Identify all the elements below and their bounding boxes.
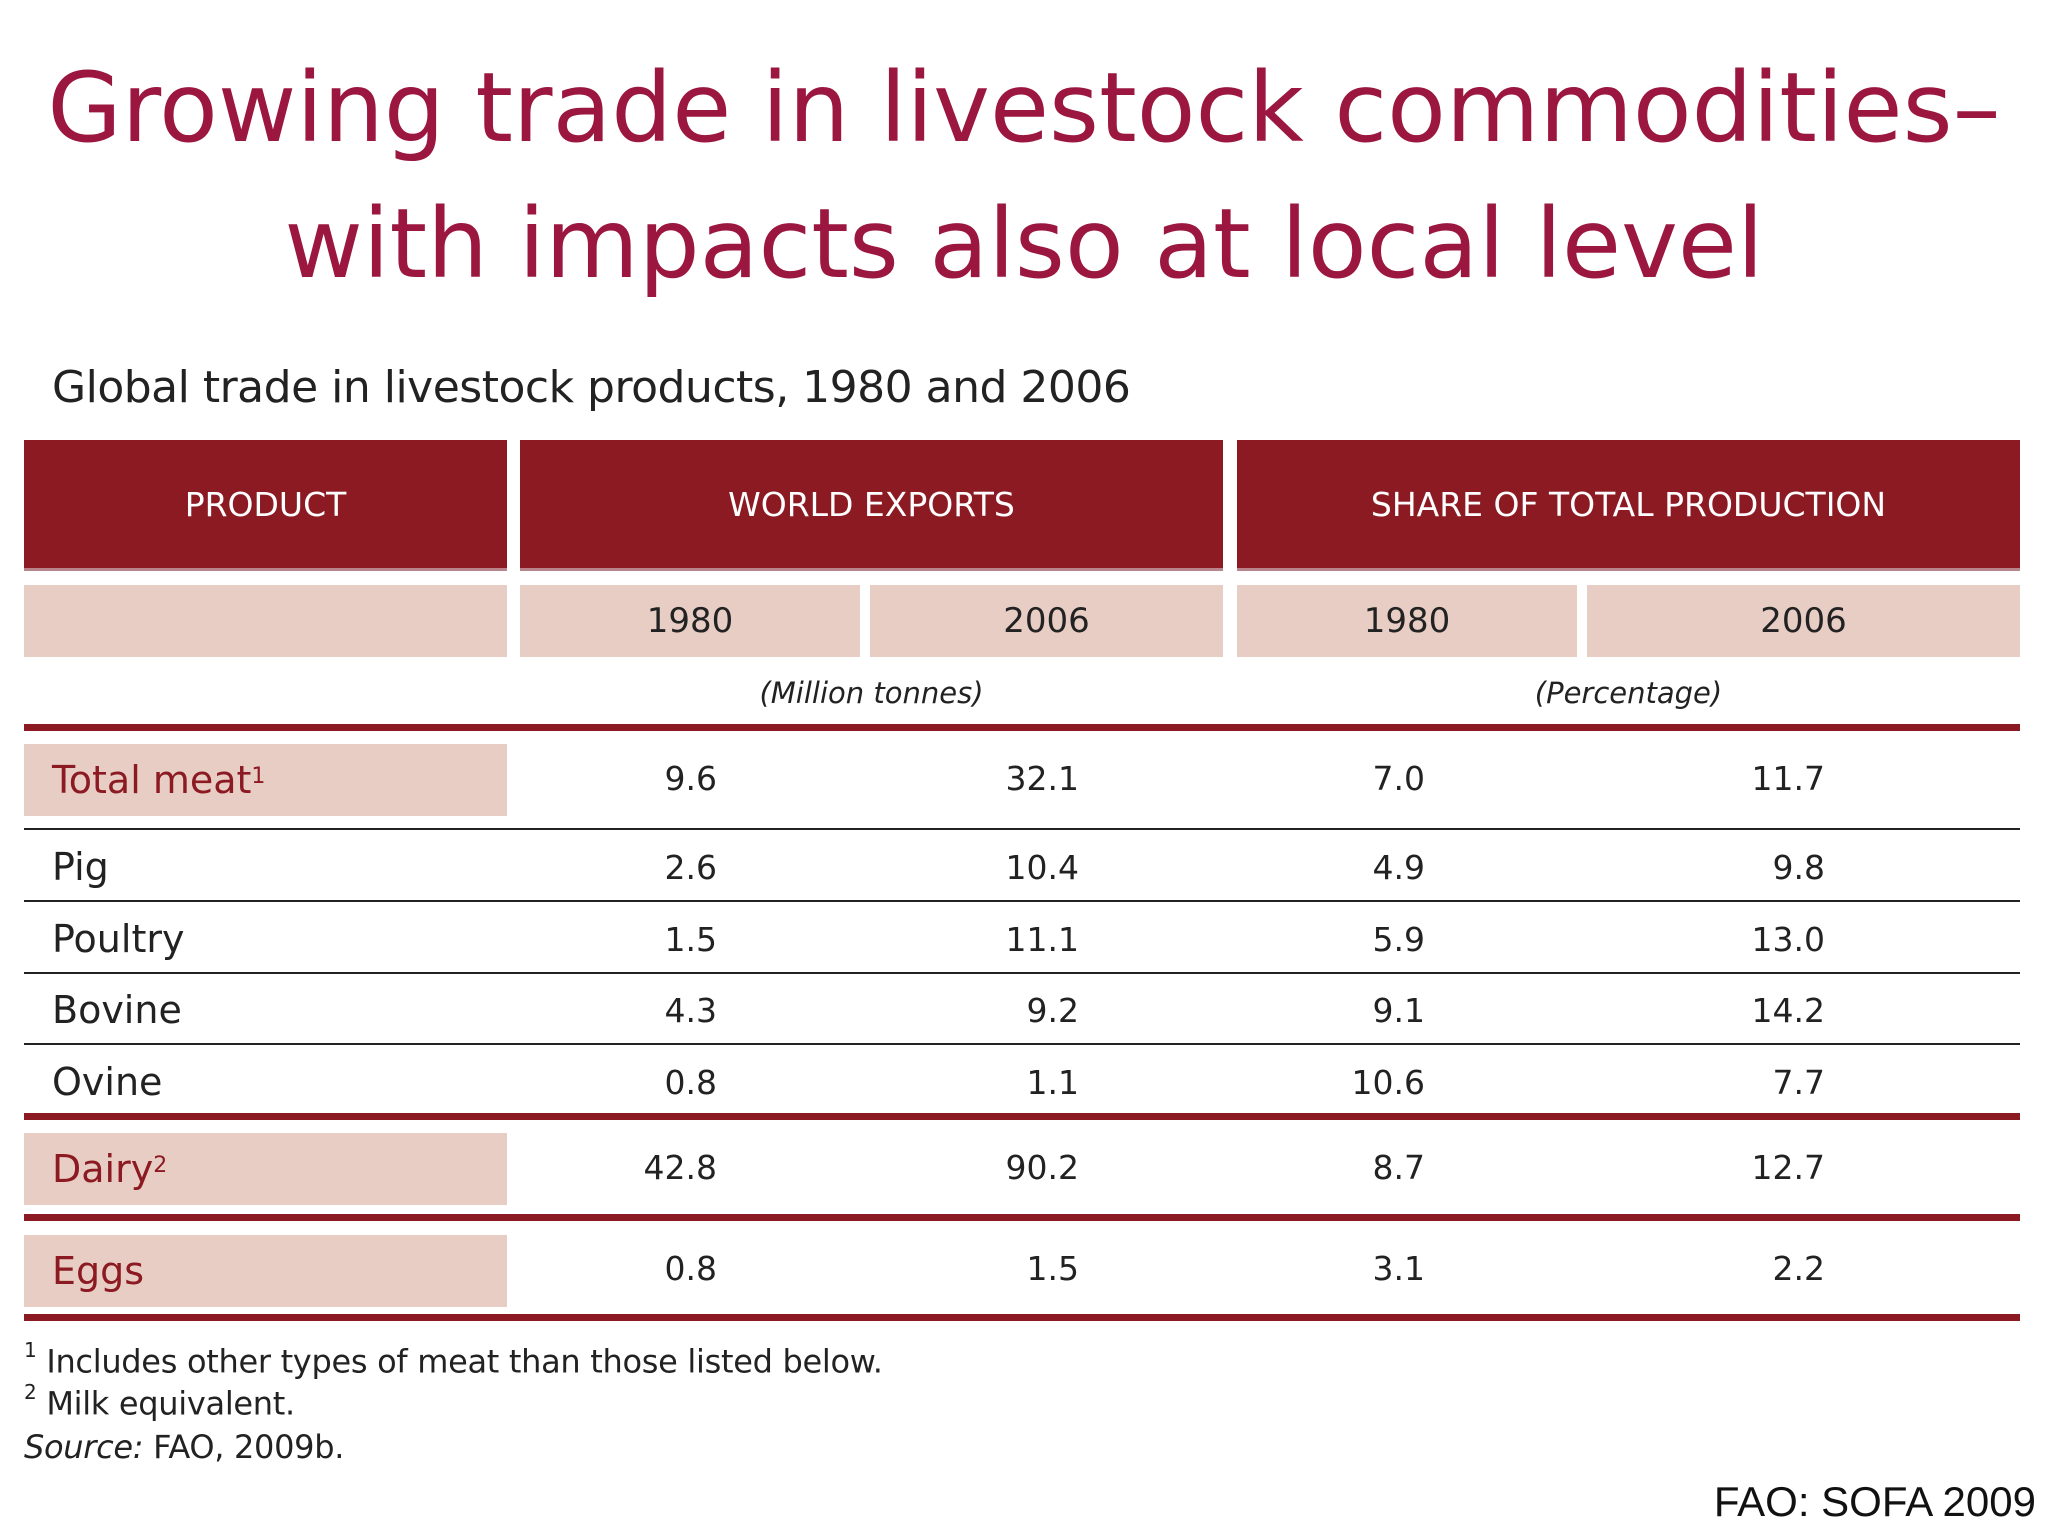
rule-bottom [24, 1314, 2020, 1321]
rule-before-eggs [24, 1214, 2020, 1221]
row-label-bovine: Bovine [52, 988, 182, 1032]
header-world-exports: WORLD EXPORTS [520, 440, 1223, 571]
row-label-pig: Pig [52, 845, 109, 889]
table-title: Global trade in livestock products, 1980… [52, 362, 1131, 413]
year-share-1980: 1980 [1237, 585, 1577, 657]
rule-after-total-meat [24, 828, 2020, 830]
rule-top [24, 724, 2020, 731]
table-cell: 9.8 [1772, 848, 1825, 887]
table-cell: 8.7 [1372, 1148, 1425, 1187]
table-cell: 3.1 [1372, 1249, 1425, 1288]
slide-title-line2: with impacts also at local level [284, 188, 1764, 300]
year-exports-2006: 2006 [870, 585, 1223, 657]
subheader-empty [24, 585, 507, 657]
table-cell: 4.3 [664, 991, 717, 1030]
rule-after-poultry [24, 972, 2020, 974]
footnote-2-text: Milk equivalent. [46, 1384, 295, 1423]
table-cell: 42.8 [643, 1148, 717, 1187]
table-cell: 12.7 [1751, 1148, 1825, 1187]
footnote-2: 2 Milk equivalent. [24, 1380, 295, 1423]
year-share-2006: 2006 [1587, 585, 2020, 657]
table-cell: 11.1 [1005, 920, 1079, 959]
footnote-mark: 2 [153, 1152, 168, 1178]
year-exports-1980: 1980 [520, 585, 860, 657]
table-cell: 10.4 [1005, 848, 1079, 887]
table-cell: 0.8 [664, 1063, 717, 1102]
footnote-1: 1 Includes other types of meat than thos… [24, 1338, 883, 1381]
table-cell: 90.2 [1005, 1148, 1079, 1187]
rule-after-pig [24, 900, 2020, 902]
units-exports: (Million tonnes) [759, 676, 984, 710]
row-label-text: Dairy [52, 1147, 154, 1191]
table-cell: 7.7 [1772, 1063, 1825, 1102]
table-cell: 9.2 [1026, 991, 1079, 1030]
row-label-dairy: Dairy 2 [24, 1133, 507, 1205]
row-label-ovine: Ovine [52, 1060, 163, 1104]
table-cell: 32.1 [1005, 759, 1079, 798]
rule-before-dairy [24, 1113, 2020, 1120]
table-cell: 11.7 [1751, 759, 1825, 798]
row-label-total-meat: Total meat 1 [24, 744, 507, 816]
table-cell: 10.6 [1351, 1063, 1425, 1102]
footnote-mark: 1 [251, 763, 266, 789]
header-product: PRODUCT [24, 440, 507, 571]
units-share: (Percentage) [1534, 676, 1723, 710]
table-cell: 2.6 [664, 848, 717, 887]
table-cell: 14.2 [1751, 991, 1825, 1030]
header-share-of-total-production: SHARE OF TOTAL PRODUCTION [1237, 440, 2020, 571]
table-cell: 9.6 [664, 759, 717, 798]
source-text: FAO, 2009b. [153, 1428, 345, 1466]
table-cell: 1.5 [1026, 1249, 1079, 1288]
slide-credit: FAO: SOFA 2009 [1713, 1478, 2036, 1525]
table-cell: 13.0 [1751, 920, 1825, 959]
footnote-mark: 2 [24, 1380, 37, 1404]
table-cell: 2.2 [1772, 1249, 1825, 1288]
footnote-1-text: Includes other types of meat than those … [46, 1342, 883, 1381]
row-label-poultry: Poultry [52, 917, 185, 961]
table-cell: 1.5 [664, 920, 717, 959]
source-note: Source: FAO, 2009b. [24, 1428, 344, 1466]
table-cell: 5.9 [1372, 920, 1425, 959]
table-cell: 4.9 [1372, 848, 1425, 887]
table-cell: 0.8 [664, 1249, 717, 1288]
row-label-eggs: Eggs [24, 1235, 507, 1307]
table-cell: 9.1 [1372, 991, 1425, 1030]
table-cell: 7.0 [1372, 759, 1425, 798]
rule-after-bovine [24, 1043, 2020, 1045]
table-cell: 1.1 [1026, 1063, 1079, 1102]
slide-title-line1: Growing trade in livestock commodities– [47, 52, 2001, 164]
row-label-text: Total meat [52, 758, 252, 802]
source-label: Source: [24, 1428, 144, 1466]
row-label-text: Eggs [52, 1249, 145, 1293]
slide-title: Growing trade in livestock commodities– … [0, 40, 2048, 312]
footnote-mark: 1 [24, 1338, 37, 1362]
